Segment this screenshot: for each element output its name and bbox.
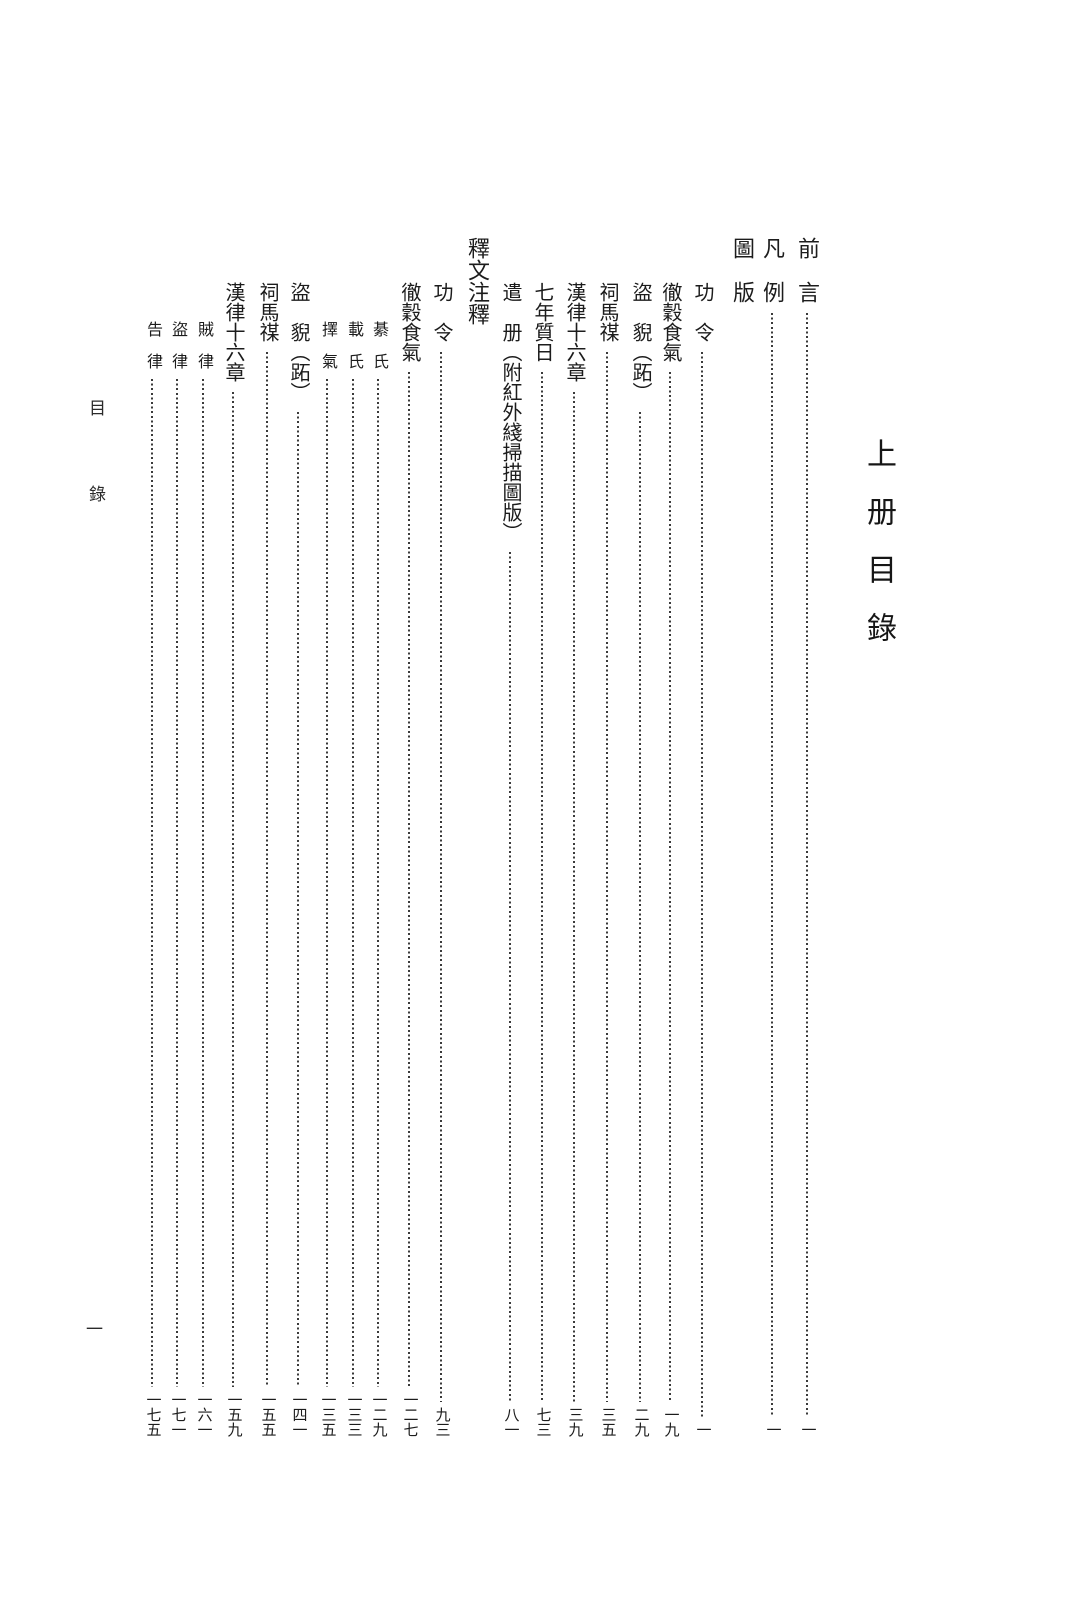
page-number: 一三三 <box>345 1392 362 1437</box>
dotted-leader <box>164 379 190 1387</box>
toc-entry: 漢律十六章 三九 <box>559 282 589 1437</box>
toc-entry-label: 擇 氣 <box>319 321 336 369</box>
page-number: 七三 <box>534 1407 551 1437</box>
toc-entry-label: 七年質日 <box>531 282 553 362</box>
toc-entry: 祠馬禖 三五 <box>592 282 622 1437</box>
toc-entry: 遣 册（附紅外綫掃描圖版） 八一 <box>495 282 525 1437</box>
dotted-leader <box>625 412 655 1402</box>
toc-entry-label: 徹穀食氣 <box>398 282 420 362</box>
dotted-leader <box>527 372 557 1402</box>
toc-entry-label: 圖 版 <box>730 237 755 303</box>
page-number: 一四一 <box>290 1392 307 1437</box>
page-number: 一五九 <box>225 1392 242 1437</box>
toc-entry: 祠馬禖 一五五 <box>252 282 282 1437</box>
toc-entry: 凡 例一 <box>757 237 787 1437</box>
toc-entry-label: 前 言 <box>795 237 820 303</box>
toc-entry: 徹穀食氣 一九 <box>655 282 685 1437</box>
page-number: 一六一 <box>195 1392 212 1437</box>
dotted-leader <box>757 313 787 1417</box>
toc-entry-label: 盜 貎（跖） <box>287 282 309 402</box>
dotted-leader <box>314 379 340 1387</box>
toc-entry: 告 律一七五 <box>139 321 165 1437</box>
toc-entry: 擇 氣一三五 <box>314 321 340 1437</box>
toc-entry: 盜 貎（跖） 二九 <box>625 282 655 1437</box>
toc-entry: 圖 版 <box>727 237 757 303</box>
toc-entry-label: 載 氏 <box>345 321 362 369</box>
dotted-leader <box>218 392 248 1387</box>
dotted-leader <box>252 352 282 1387</box>
volume-title: 上册目錄 <box>862 438 895 670</box>
toc-entry-label: 祠馬禖 <box>596 282 618 342</box>
page-number: 三九 <box>566 1407 583 1437</box>
page-number: 一九 <box>662 1407 679 1437</box>
toc-entry: 功 令九三 <box>426 282 456 1437</box>
dotted-leader <box>559 392 589 1402</box>
toc-entry: 盜 貎（跖） 一四一 <box>283 282 313 1437</box>
toc-entry: 載 氏一三三 <box>340 321 366 1437</box>
toc-entry-label: 盜 律 <box>169 321 186 369</box>
dotted-leader <box>792 313 822 1417</box>
dotted-leader <box>190 379 216 1387</box>
page-number: 一三五 <box>319 1392 336 1437</box>
toc-entry-label: 祠馬禖 <box>256 282 278 342</box>
page-number: 三五 <box>599 1407 616 1437</box>
page-number: 二九 <box>632 1407 649 1437</box>
toc-entry: 賊 律一六一 <box>190 321 216 1437</box>
dotted-leader <box>394 372 424 1387</box>
toc-entry: 七年質日 七三 <box>527 282 557 1437</box>
toc-entry: 漢律十六章 一五九 <box>218 282 248 1437</box>
running-header: 目 錄 <box>86 399 105 528</box>
dotted-leader <box>592 352 622 1402</box>
page-number: 一二九 <box>370 1392 387 1437</box>
page-number: 一五五 <box>259 1392 276 1437</box>
toc-entry: 前 言一 <box>792 237 822 1437</box>
page-number: 九三 <box>433 1407 450 1437</box>
toc-entry-label: 漢律十六章 <box>563 282 585 382</box>
dotted-leader <box>139 379 165 1387</box>
toc-entry: 綦 氏一二九 <box>365 321 391 1437</box>
toc-entry: 功 令一 <box>687 282 717 1437</box>
toc-entry: 釋文注釋 <box>462 237 492 325</box>
dotted-leader <box>365 379 391 1387</box>
toc-entry-label: 凡 例 <box>760 237 785 303</box>
toc-entry: 盜 律一七一 <box>164 321 190 1437</box>
toc-entry-label: 綦 氏 <box>370 321 387 369</box>
dotted-leader <box>426 352 456 1402</box>
page-number: 八一 <box>502 1407 519 1437</box>
page-number: 一七一 <box>169 1392 186 1437</box>
page-number: 一 <box>764 1422 781 1437</box>
page-number: 一二七 <box>401 1392 418 1437</box>
page-number: 一七五 <box>144 1392 161 1437</box>
toc-entry-label: 漢律十六章 <box>222 282 244 382</box>
toc-entry-label: 遣 册（附紅外綫掃描圖版） <box>499 282 521 542</box>
toc-entry-label: 盜 貎（跖） <box>629 282 651 402</box>
toc-entry-label: 釋文注釋 <box>465 237 490 325</box>
folio-page-number: 一 <box>86 1320 103 1339</box>
dotted-leader <box>283 412 313 1387</box>
toc-entry-label: 功 令 <box>691 282 713 342</box>
dotted-leader <box>340 379 366 1387</box>
toc-entry-label: 告 律 <box>144 321 161 369</box>
page-number: 一 <box>694 1422 711 1437</box>
toc-entry-label: 徹穀食氣 <box>659 282 681 362</box>
dotted-leader <box>655 372 685 1402</box>
toc-entry: 徹穀食氣 一二七 <box>394 282 424 1437</box>
dotted-leader <box>687 352 717 1417</box>
toc-entry-label: 賊 律 <box>195 321 212 369</box>
page-number: 一 <box>799 1422 816 1437</box>
toc-entry-label: 功 令 <box>430 282 452 342</box>
dotted-leader <box>495 552 525 1402</box>
